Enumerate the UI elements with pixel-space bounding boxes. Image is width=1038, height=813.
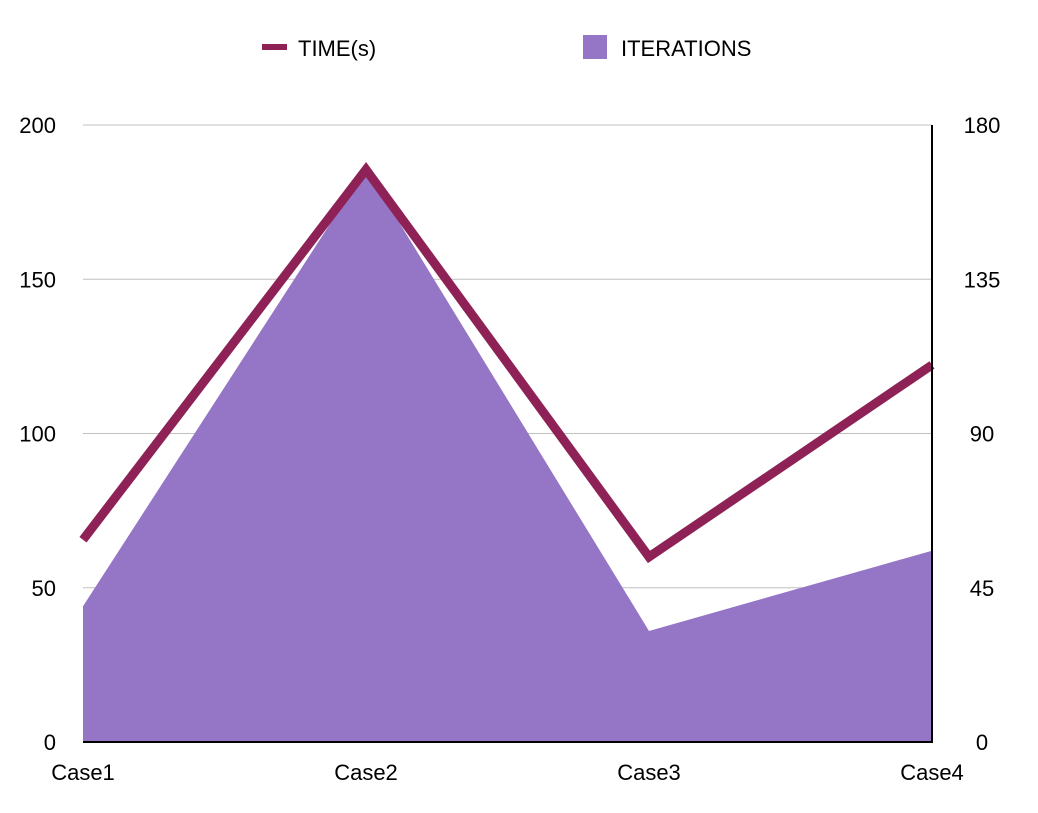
legend-label: ITERATIONS [621,36,751,61]
left-tick-label: 150 [19,267,56,292]
left-tick-label: 100 [19,422,56,447]
x-tick-label: Case1 [51,760,115,785]
legend-square-swatch [583,35,607,59]
legend: TIME(s) ITERATIONS [262,35,751,61]
x-tick-label: Case2 [334,760,398,785]
legend-item: TIME(s) [262,36,376,61]
left-axis-ticks: 0 50 100 150 200 [19,113,56,755]
right-tick-label: 135 [964,267,1001,292]
right-tick-label: 180 [964,113,1001,138]
right-axis-ticks: 0 45 90 135 180 [964,113,1001,755]
right-tick-label: 90 [970,422,994,447]
legend-line-swatch [262,44,287,50]
x-tick-label: Case4 [900,760,964,785]
right-tick-label: 45 [970,576,994,601]
x-axis-ticks: Case1 Case2 Case3 Case4 [51,760,964,785]
right-tick-label: 0 [976,730,988,755]
legend-item: ITERATIONS [583,35,751,61]
left-tick-label: 50 [32,576,56,601]
left-tick-label: 200 [19,113,56,138]
x-tick-label: Case3 [617,760,681,785]
legend-label: TIME(s) [298,36,376,61]
left-tick-label: 0 [44,730,56,755]
